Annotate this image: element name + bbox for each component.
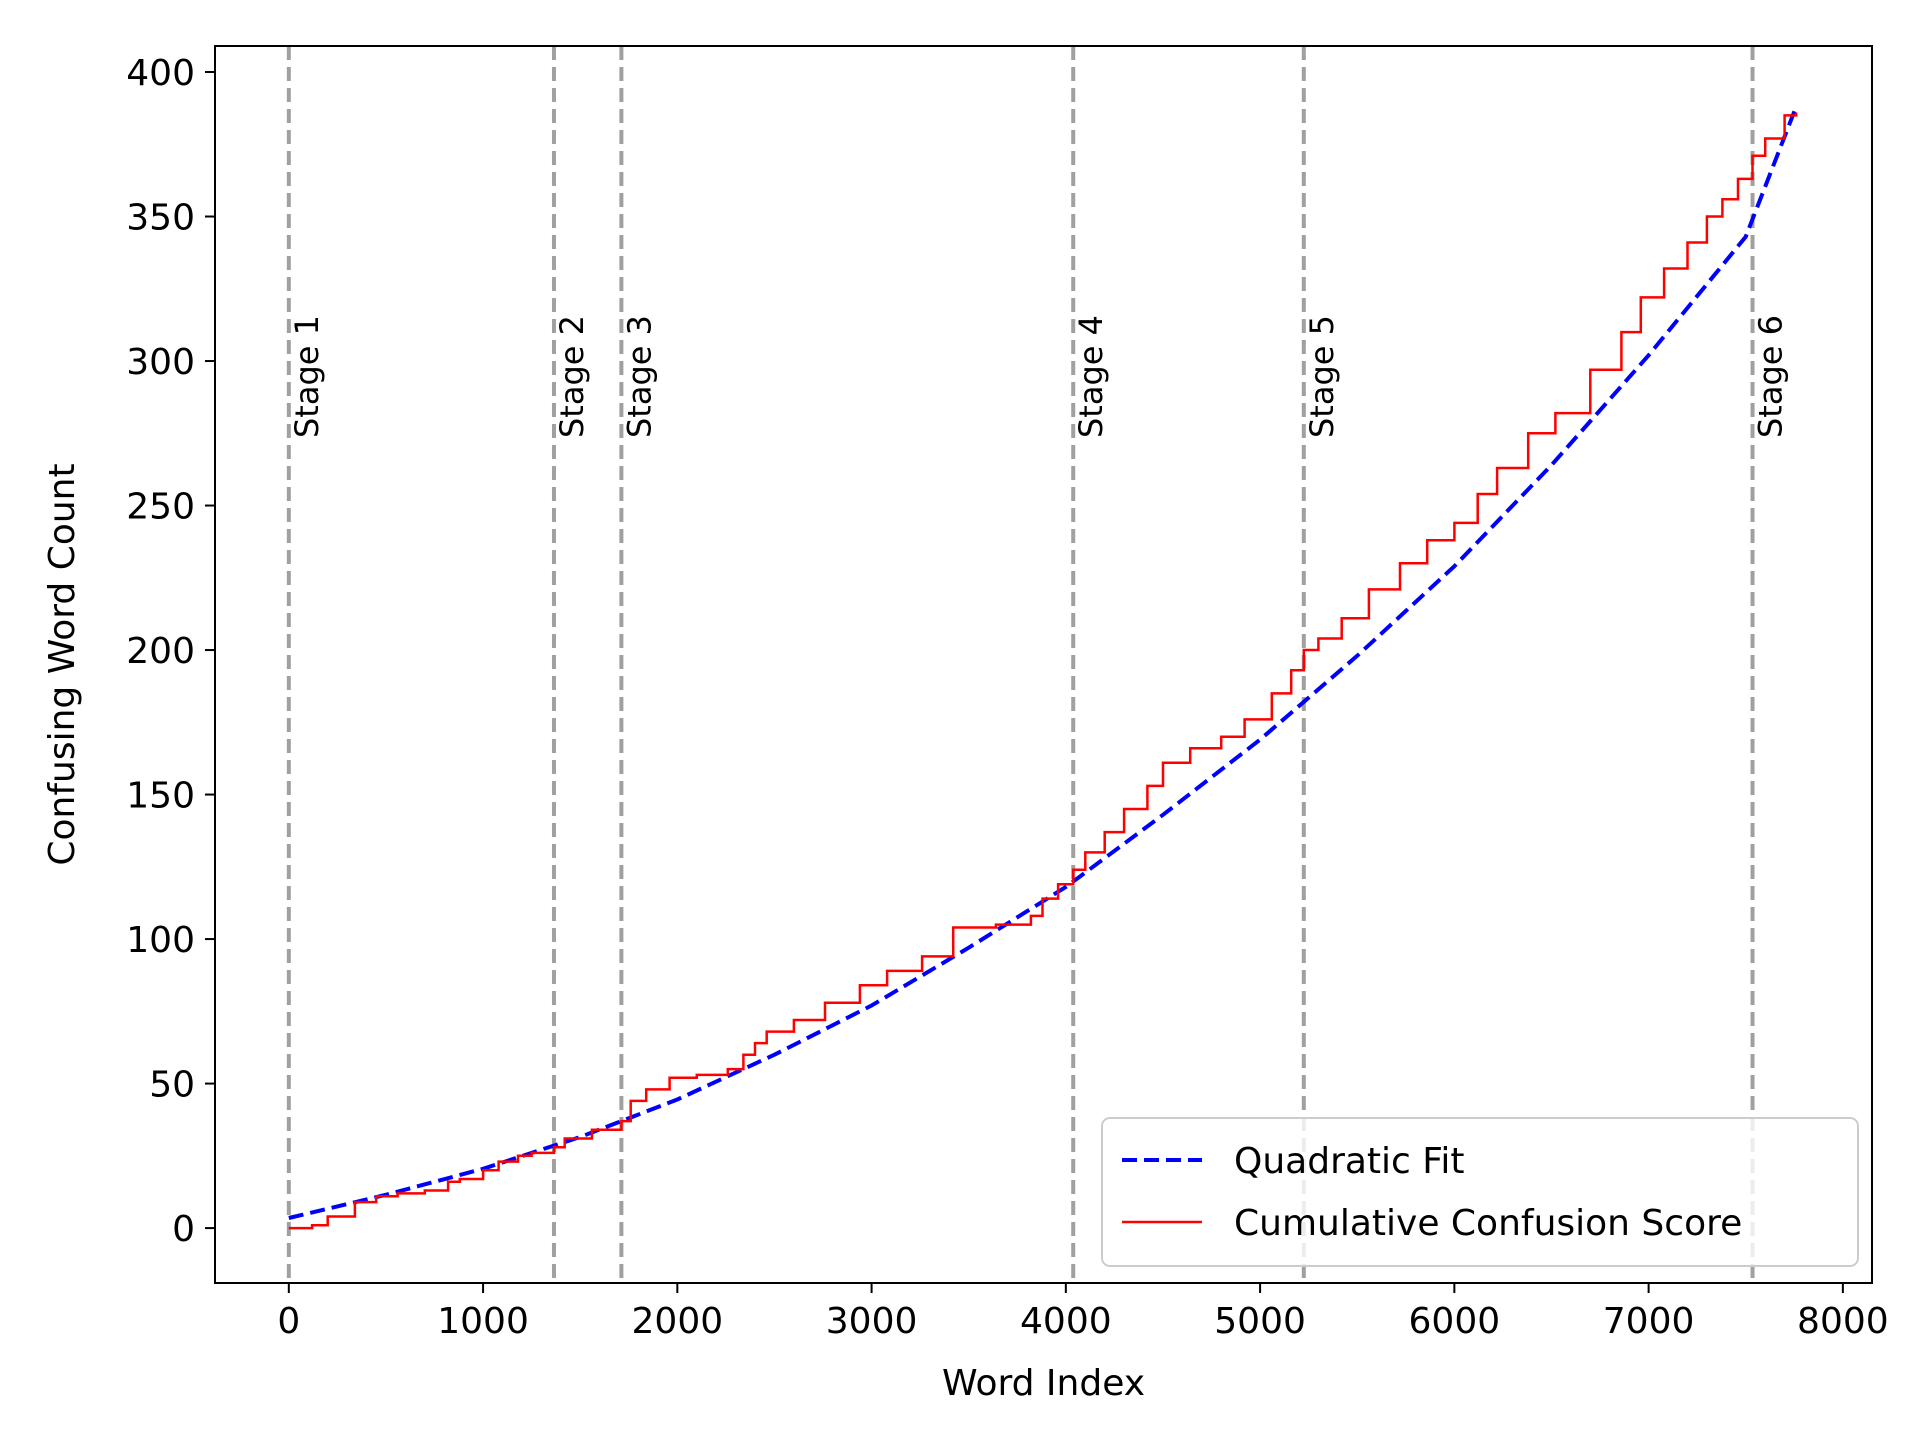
y-tick-label-250: 250 [126,487,195,528]
x-tick-label-6000: 6000 [1409,1301,1501,1342]
legend-label-quadratic-fit: Quadratic Fit [1234,1141,1464,1182]
x-axis-ticks: 0 1000 2000 3000 4000 5000 6000 7000 8000 [277,1283,1889,1342]
x-tick-label-2000: 2000 [632,1301,724,1342]
plot-frame [214,45,1873,1284]
y-tick-label-200: 200 [126,631,195,672]
stage-label-6: Stage 6 [1752,315,1790,438]
quadratic-fit-line [288,105,1799,1220]
stage-label-5: Stage 5 [1303,315,1341,438]
legend: Quadratic Fit Cumulative Confusion Score [1101,1117,1859,1267]
x-tick-label-3000: 3000 [826,1301,918,1342]
x-tick-label-5000: 5000 [1214,1301,1306,1342]
y-axis-label: Confusing Word Count [42,463,83,865]
cumulative-confusion-line [288,112,1798,1230]
y-tick-label-350: 350 [126,198,195,239]
legend-label-cumulative-confusion: Cumulative Confusion Score [1234,1203,1742,1244]
stage-label-3: Stage 3 [620,315,658,438]
y-tick-label-300: 300 [126,342,195,383]
series-layer [288,105,1799,1230]
stage-lines: Stage 1 Stage 2 Stage 3 Stage 4 Stage 5 Stage… [286,46,1790,1283]
stage-label-4: Stage 4 [1072,315,1110,438]
x-tick-label-8000: 8000 [1797,1301,1889,1342]
y-tick-label-400: 400 [126,53,195,94]
x-tick-label-7000: 7000 [1603,1301,1695,1342]
y-tick-label-0: 0 [172,1209,195,1250]
x-tick-label-1000: 1000 [437,1301,529,1342]
x-tick-label-4000: 4000 [1020,1301,1112,1342]
x-axis-label: Word Index [942,1363,1145,1404]
y-axis-ticks: 0 50 100 150 200 250 300 350 400 [126,53,215,1250]
stage-label-2: Stage 2 [553,315,591,438]
y-tick-label-50: 50 [149,1065,195,1106]
x-tick-label-0: 0 [277,1301,300,1342]
y-tick-label-100: 100 [126,920,195,961]
stage-label-1: Stage 1 [288,315,326,438]
legend-box [1101,1117,1859,1267]
y-tick-label-150: 150 [126,776,195,817]
